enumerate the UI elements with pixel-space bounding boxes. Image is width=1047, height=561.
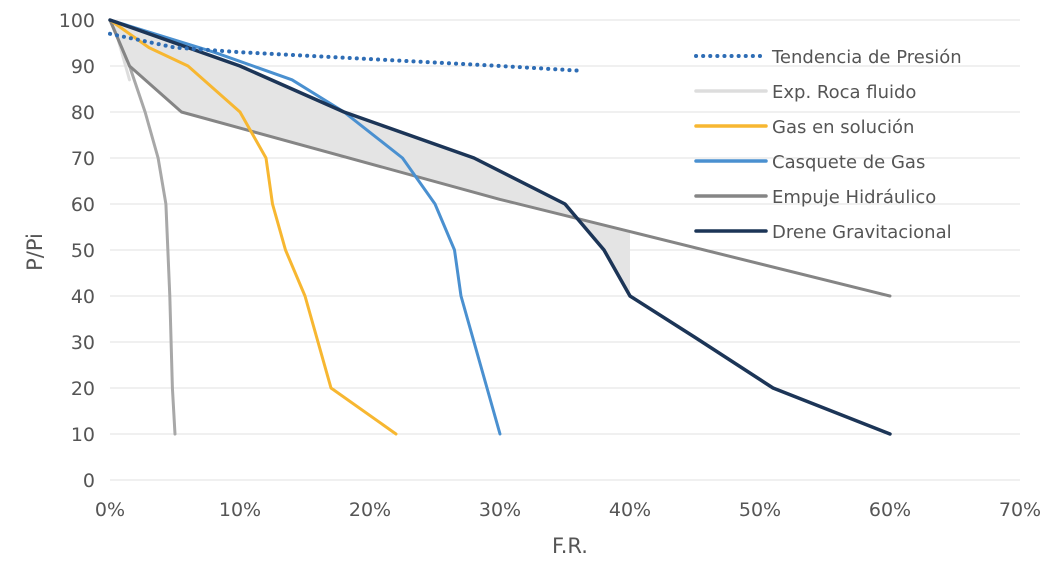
x-tick-label: 50% (739, 499, 781, 521)
shaded-region (110, 20, 630, 296)
legend-label-casquete-de-gas: Casquete de Gas (772, 152, 925, 173)
legend-label-exp-roca-fluido: Exp. Roca fluido (772, 82, 916, 103)
y-tick-label: 30 (71, 332, 95, 354)
x-axis-title: F.R. (552, 534, 588, 558)
series-line-empuje-hidraulico (108, 18, 892, 298)
y-tick-label: 80 (71, 102, 95, 124)
series-layer (108, 18, 892, 436)
legend-label-gas-en-solucion: Gas en solución (772, 117, 914, 138)
grid-layer (110, 19, 1020, 481)
y-tick-label: 40 (71, 286, 95, 308)
x-tick-label: 10% (219, 499, 261, 521)
series-line-casquete-de-gas (108, 18, 502, 436)
legend: Tendencia de Presión Exp. Roca fluido Gas … (694, 47, 962, 243)
series-line-tendencia-de-presion (108, 31, 580, 73)
y-tick-label: 90 (71, 56, 95, 78)
series-line-gas-en-solucion (108, 18, 398, 436)
y-tick-label: 50 (71, 240, 95, 262)
legend-label-tendencia-de-presion: Tendencia de Presión (771, 47, 962, 68)
y-tick-label: 10 (71, 424, 95, 446)
legend-label-drene-gravitacional: Drene Gravitacional (772, 222, 952, 243)
x-tick-label: 70% (999, 499, 1041, 521)
y-axis-title: P/Pi (23, 233, 47, 271)
y-tick-label: 20 (71, 378, 95, 400)
y-tick-label: 0 (83, 470, 95, 492)
y-tick-label: 60 (71, 194, 95, 216)
series-line-unlabeled (108, 18, 177, 436)
series-line-drene-gravitacional (108, 18, 892, 436)
y-tick-label: 100 (59, 10, 95, 32)
x-tick-label: 30% (479, 499, 521, 521)
tick-layer: 0 10 20 30 40 50 60 70 80 90 100 0% 10% 20% 30% 40% 50% 6… (59, 10, 1041, 521)
x-tick-label: 0% (95, 499, 125, 521)
x-tick-label: 40% (609, 499, 651, 521)
x-tick-label: 20% (349, 499, 391, 521)
x-tick-label: 60% (869, 499, 911, 521)
legend-label-empuje-hidraulico: Empuje Hidráulico (772, 187, 936, 208)
y-tick-label: 70 (71, 148, 95, 170)
